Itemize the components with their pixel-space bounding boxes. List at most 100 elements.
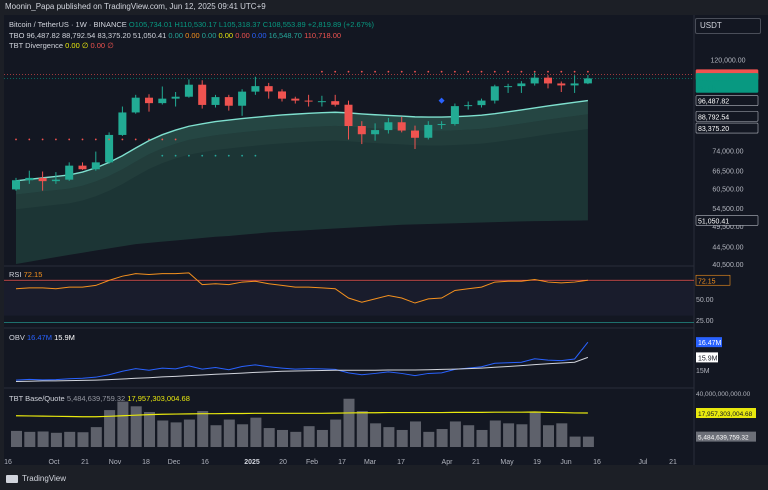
base-quote-bar <box>383 427 395 447</box>
bq-axis-label: 17,957,303,004.68 <box>698 411 753 418</box>
base-quote-bar <box>64 431 76 447</box>
rsi-band <box>4 282 694 316</box>
time-axis-label: 19 <box>533 459 541 466</box>
signal-dot <box>374 70 376 73</box>
candle-body <box>158 98 167 104</box>
divergence-marker <box>438 97 445 104</box>
candle-body <box>264 86 273 92</box>
signal-dot <box>241 154 244 157</box>
tradingview-brand: TradingView <box>22 474 67 483</box>
candle-body <box>304 100 313 102</box>
price-tag-label: 88,792.54 <box>698 114 729 121</box>
base-quote-bar <box>210 425 222 447</box>
ohlc-low: L105,318.37 <box>218 20 261 29</box>
tbo-value-10: 0.00 <box>251 31 267 40</box>
price-tag-label: 51,050.41 <box>698 218 729 225</box>
base-quote-bar <box>436 429 448 447</box>
base-quote-bar <box>11 430 22 447</box>
candle-body <box>344 104 353 127</box>
time-axis-label: Jun <box>560 459 571 466</box>
ohlc-change: +2,819.89 (+2.67%) <box>307 20 375 29</box>
tbo-value-9: 0.00 <box>235 31 250 40</box>
tradingview-logo[interactable]: TradingView <box>6 474 66 483</box>
signal-dot <box>108 138 110 141</box>
base-quote-bar <box>117 401 129 447</box>
candle-body <box>251 86 260 92</box>
signal-dot <box>573 70 576 73</box>
divergence-value-4: ∅ <box>107 41 114 50</box>
base-quote-bar <box>77 432 89 447</box>
base-quote-bar <box>516 424 528 447</box>
footer-bar <box>0 470 768 490</box>
currency-button[interactable]: USDT <box>695 18 761 34</box>
candle-body <box>131 97 140 113</box>
tbo-name[interactable]: TBO <box>9 31 25 40</box>
price-tag-label: 96,487.82 <box>698 99 729 106</box>
base-quote-bar <box>183 419 195 447</box>
base-quote-bar <box>90 427 102 447</box>
base-quote-bar <box>543 425 554 447</box>
signal-dot <box>134 138 137 141</box>
candle-body <box>384 122 393 131</box>
candle-body <box>570 83 579 86</box>
base-quote-ma-line <box>15 411 588 418</box>
price-axis-label: 74,000.00 <box>712 149 743 156</box>
signal-dot <box>15 138 17 141</box>
rsi-tag-box <box>695 274 731 286</box>
signal-dot <box>493 70 496 73</box>
bq-ma-tag-box <box>696 408 756 419</box>
rsi-axis-label: 72.15 <box>698 278 716 285</box>
base-quote-value-1: 5,484,639,759.32 <box>66 394 126 403</box>
base-quote-bar <box>263 428 275 447</box>
signal-dot <box>81 138 84 141</box>
base-quote-name[interactable]: TBT Base/Quote <box>9 394 65 403</box>
base-quote-bar <box>529 411 541 447</box>
obv-axis-label: 15M <box>696 368 710 375</box>
symbol-name[interactable]: Bitcoin / TetherUS · 1W · BINANCE <box>9 20 127 29</box>
obv-axis-label: 15.9M <box>698 355 718 362</box>
base-quote-bar <box>370 423 382 447</box>
price-tag-box <box>695 95 759 106</box>
signal-dot <box>440 70 443 73</box>
candle-body <box>397 122 406 131</box>
divergence-value-1: 0.00 <box>65 41 80 50</box>
rsi-name[interactable]: RSI <box>9 270 22 279</box>
candle-body <box>105 134 114 163</box>
base-quote-bar <box>144 411 155 447</box>
price-tag-box <box>695 82 759 93</box>
base-quote-bar <box>343 398 355 447</box>
candle-body <box>317 101 326 103</box>
signal-dot <box>507 70 509 73</box>
base-quote-bar <box>463 425 475 447</box>
divergence-value-2: ∅ <box>81 41 89 50</box>
tbo-value-11: 16,548.70 <box>268 31 302 40</box>
candle-body <box>211 97 220 105</box>
candle-body <box>224 97 233 106</box>
divergence-name[interactable]: TBT Divergence <box>9 41 64 50</box>
signal-dot <box>28 138 31 141</box>
symbol-legend: Bitcoin / TetherUS · 1W · BINANCE O105,7… <box>9 20 374 29</box>
candle-body <box>51 179 60 182</box>
price-axis-label: 40,500.00 <box>712 262 743 269</box>
candle-body <box>504 86 513 88</box>
base-quote-bar <box>197 411 209 447</box>
signal-dot <box>94 138 97 141</box>
time-axis-label: Mar <box>364 459 377 466</box>
base-quote-bar <box>157 420 169 447</box>
tbo-value-8: 0.00 <box>218 31 234 40</box>
obv-tag-box <box>696 337 722 348</box>
tbo-band-middle <box>16 114 588 210</box>
signal-dot <box>55 138 57 141</box>
signal-dot <box>400 70 403 73</box>
obv-name[interactable]: OBV <box>9 333 25 342</box>
signal-dot <box>414 70 416 73</box>
base-quote-bar <box>449 421 461 447</box>
price-tag-box <box>695 110 759 122</box>
candle-body <box>544 77 552 84</box>
tbo-value-6: 0.00 <box>185 31 200 40</box>
signal-dot <box>347 70 350 73</box>
base-quote-bar <box>556 423 568 447</box>
obv-line <box>15 341 589 381</box>
rsi-axis-label: 50.00 <box>696 297 714 304</box>
